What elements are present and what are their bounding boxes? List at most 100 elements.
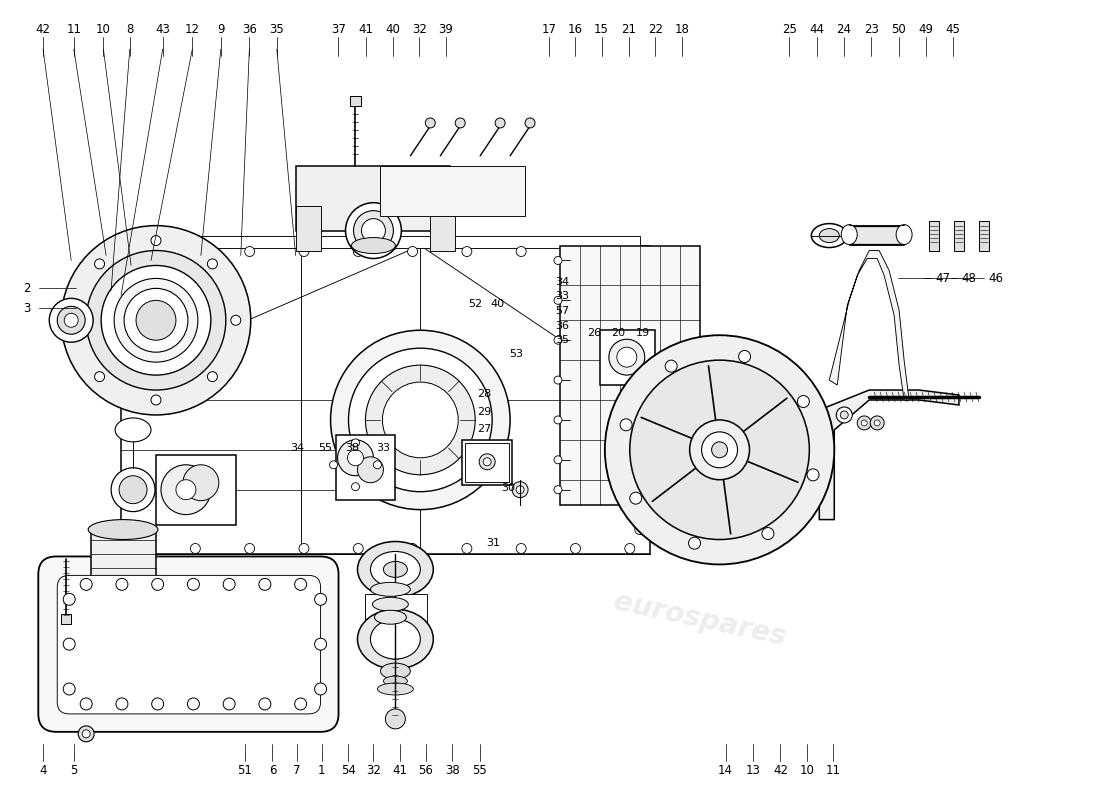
Circle shape (605, 335, 834, 565)
Text: 12: 12 (185, 22, 200, 36)
Circle shape (114, 278, 198, 362)
Ellipse shape (371, 619, 420, 659)
Circle shape (349, 348, 492, 492)
Circle shape (408, 543, 418, 554)
Text: 7: 7 (293, 764, 300, 778)
Circle shape (64, 314, 78, 327)
Bar (381, 166, 525, 216)
Circle shape (462, 543, 472, 554)
Circle shape (152, 698, 164, 710)
Circle shape (702, 432, 737, 468)
Circle shape (299, 246, 309, 257)
Text: 14: 14 (718, 764, 733, 778)
Circle shape (426, 118, 436, 128)
Circle shape (516, 486, 524, 494)
Text: 36: 36 (242, 22, 256, 36)
Circle shape (525, 118, 535, 128)
Circle shape (299, 543, 309, 554)
Circle shape (190, 543, 200, 554)
Circle shape (208, 372, 218, 382)
Text: 44: 44 (810, 22, 824, 36)
Circle shape (462, 246, 472, 257)
Circle shape (495, 118, 505, 128)
Circle shape (126, 473, 136, 482)
Circle shape (353, 246, 363, 257)
Ellipse shape (384, 676, 407, 686)
Text: 26: 26 (586, 328, 601, 338)
Circle shape (183, 465, 219, 501)
Circle shape (554, 456, 562, 464)
Polygon shape (829, 250, 909, 400)
Circle shape (126, 421, 136, 431)
Text: 1: 1 (318, 764, 326, 778)
Circle shape (480, 454, 495, 470)
Text: 2: 2 (23, 282, 31, 295)
Text: eurospares: eurospares (152, 587, 330, 651)
Circle shape (365, 365, 475, 474)
Circle shape (223, 698, 235, 710)
Circle shape (187, 698, 199, 710)
Text: 11: 11 (66, 22, 81, 36)
Text: 23: 23 (864, 22, 879, 36)
Circle shape (635, 421, 645, 431)
Circle shape (331, 330, 510, 510)
Circle shape (80, 698, 92, 710)
Bar (121, 246, 650, 554)
Text: 43: 43 (155, 22, 170, 36)
Text: 57: 57 (556, 306, 569, 316)
Ellipse shape (358, 610, 433, 669)
Ellipse shape (381, 663, 410, 679)
Circle shape (63, 594, 75, 606)
Circle shape (635, 266, 645, 275)
Circle shape (635, 473, 645, 482)
Text: 10: 10 (96, 22, 111, 36)
Text: eurospares: eurospares (610, 587, 789, 651)
Text: 34: 34 (290, 443, 305, 453)
Text: 42: 42 (35, 22, 51, 36)
Text: 39: 39 (438, 22, 453, 36)
Circle shape (620, 419, 632, 430)
Text: 19: 19 (636, 328, 650, 338)
Text: 52: 52 (469, 299, 483, 310)
Circle shape (187, 578, 199, 590)
Circle shape (609, 339, 645, 375)
Text: 46: 46 (988, 271, 1003, 285)
Circle shape (870, 416, 884, 430)
Circle shape (86, 250, 226, 390)
Bar (600, 330, 654, 385)
Text: 41: 41 (359, 22, 373, 36)
Bar (560, 246, 700, 505)
Ellipse shape (111, 468, 155, 512)
Circle shape (126, 266, 136, 275)
Text: 31: 31 (486, 538, 499, 549)
Text: eurospares: eurospares (610, 318, 789, 382)
Text: 17: 17 (541, 22, 557, 36)
Circle shape (80, 578, 92, 590)
Text: 10: 10 (800, 764, 814, 778)
Text: 35: 35 (270, 22, 284, 36)
Circle shape (72, 315, 81, 326)
Circle shape (625, 246, 635, 257)
Ellipse shape (371, 551, 420, 587)
Text: 51: 51 (238, 764, 252, 778)
Circle shape (295, 578, 307, 590)
Circle shape (874, 420, 880, 426)
Text: 18: 18 (674, 22, 689, 36)
Circle shape (176, 480, 196, 500)
Circle shape (516, 246, 526, 257)
Bar (156, 455, 235, 525)
Text: eurospares: eurospares (152, 388, 330, 452)
Text: 8: 8 (126, 22, 133, 36)
Ellipse shape (374, 610, 406, 624)
Circle shape (124, 288, 188, 352)
Text: 21: 21 (621, 22, 637, 36)
Circle shape (50, 298, 94, 342)
Circle shape (244, 246, 254, 257)
Circle shape (126, 318, 136, 327)
Text: 30: 30 (502, 482, 515, 493)
Circle shape (798, 395, 810, 407)
Text: 35: 35 (556, 335, 569, 346)
Text: 15: 15 (594, 22, 609, 36)
Circle shape (554, 416, 562, 424)
Text: 3: 3 (23, 302, 31, 315)
